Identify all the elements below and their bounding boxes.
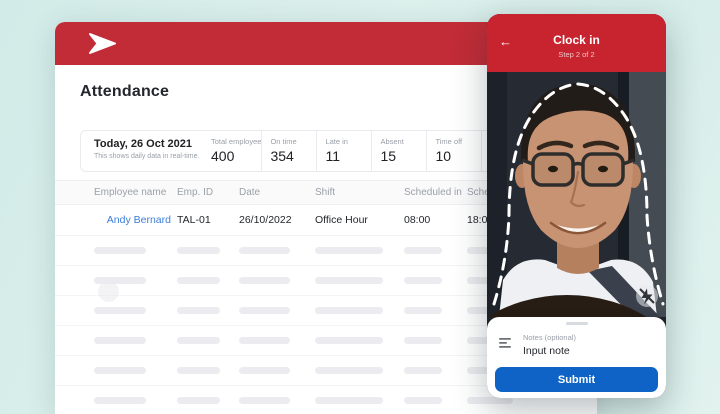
skeleton-bar bbox=[94, 397, 146, 404]
back-arrow-icon[interactable]: ← bbox=[499, 34, 512, 49]
skeleton-bar bbox=[94, 367, 146, 374]
notes-label: Notes (optional) bbox=[523, 333, 576, 342]
skeleton-bar bbox=[315, 397, 383, 404]
selfie-photo bbox=[487, 72, 666, 317]
scheduled-in-cell: 08:00 bbox=[404, 214, 431, 226]
skeleton-bar bbox=[315, 307, 383, 314]
camera-preview bbox=[487, 72, 666, 317]
skeleton-bar bbox=[315, 247, 383, 254]
talenta-logo-icon bbox=[89, 33, 116, 54]
stat-late-in: Late in 11 bbox=[317, 131, 373, 171]
clock-in-header: ← Clock in Step 2 of 2 bbox=[487, 14, 666, 72]
skeleton-bar bbox=[177, 247, 220, 254]
table-row-skeleton bbox=[55, 386, 597, 414]
notes-input[interactable]: Input note bbox=[523, 345, 570, 357]
notes-texts: Notes (optional) Input note bbox=[523, 333, 576, 357]
table-row-andy-bernard[interactable]: Andy Bernard TAL-01 26/10/2022 Office Ho… bbox=[55, 205, 597, 236]
shift-cell: Office Hour bbox=[315, 214, 368, 226]
page-title: Attendance bbox=[80, 83, 170, 100]
skeleton-bar bbox=[404, 277, 442, 284]
skeleton-bar bbox=[239, 277, 290, 284]
scheduled-out-cell: 18:00 bbox=[467, 214, 494, 226]
skeleton-bar bbox=[315, 337, 383, 344]
skeleton-bar bbox=[239, 367, 290, 374]
clock-in-step: Step 2 of 2 bbox=[558, 50, 595, 59]
clock-in-title: Clock in bbox=[553, 33, 600, 47]
clock-in-phone: ← Clock in Step 2 of 2 bbox=[487, 14, 666, 398]
skeleton-bar bbox=[239, 337, 290, 344]
stat-total-employee: Total employee 400 bbox=[203, 131, 263, 171]
emp-id-cell: TAL-01 bbox=[177, 214, 211, 226]
skeleton-bar bbox=[404, 367, 442, 374]
skeleton-bar bbox=[94, 277, 146, 284]
flash-off-icon bbox=[636, 285, 658, 307]
col-emp-id[interactable]: Emp. ID bbox=[177, 187, 214, 198]
date-cell: 26/10/2022 bbox=[239, 214, 292, 226]
summary-date: Today, 26 Oct 2021 bbox=[94, 138, 193, 150]
skeleton-bar bbox=[94, 247, 146, 254]
skeleton-bar bbox=[239, 247, 290, 254]
stat-time-off: Time off 10 bbox=[427, 131, 483, 171]
skeleton-bar bbox=[467, 397, 513, 404]
skeleton-rows bbox=[55, 236, 597, 414]
skeleton-bar bbox=[404, 337, 442, 344]
tap-indicator bbox=[98, 281, 119, 302]
skeleton-bar bbox=[177, 337, 220, 344]
skeleton-bar bbox=[239, 307, 290, 314]
col-scheduled-in[interactable]: Scheduled in bbox=[404, 187, 462, 198]
notes-sheet: Notes (optional) Input note Submit bbox=[487, 317, 666, 398]
col-shift[interactable]: Shift bbox=[315, 187, 336, 198]
skeleton-bar bbox=[315, 277, 383, 284]
skeleton-bar bbox=[177, 307, 220, 314]
sheet-drag-handle[interactable] bbox=[565, 322, 588, 325]
skeleton-bar bbox=[94, 307, 146, 314]
employee-name-link[interactable]: Andy Bernard bbox=[106, 214, 171, 226]
skeleton-bar bbox=[239, 397, 290, 404]
skeleton-bar bbox=[177, 277, 220, 284]
skeleton-bar bbox=[177, 367, 220, 374]
submit-button[interactable]: Submit bbox=[495, 367, 658, 392]
dashed-face-outline-icon bbox=[492, 82, 665, 306]
skeleton-bar bbox=[94, 337, 146, 344]
skeleton-bar bbox=[177, 397, 220, 404]
stat-on-time: On time 354 bbox=[262, 131, 318, 171]
col-employee-name[interactable]: Employee name bbox=[94, 187, 167, 198]
summary-date-block: Today, 26 Oct 2021 This shows daily data… bbox=[81, 131, 203, 171]
skeleton-bar bbox=[404, 247, 442, 254]
skeleton-bar bbox=[404, 307, 442, 314]
skeleton-bar bbox=[315, 367, 383, 374]
col-date[interactable]: Date bbox=[239, 187, 261, 198]
notes-field[interactable]: Notes (optional) Input note bbox=[499, 333, 652, 357]
skeleton-bar bbox=[404, 397, 442, 404]
notes-lines-icon bbox=[499, 338, 511, 348]
stat-absent: Absent 15 bbox=[372, 131, 428, 171]
summary-caption: This shows daily data in real-time. bbox=[94, 153, 200, 160]
